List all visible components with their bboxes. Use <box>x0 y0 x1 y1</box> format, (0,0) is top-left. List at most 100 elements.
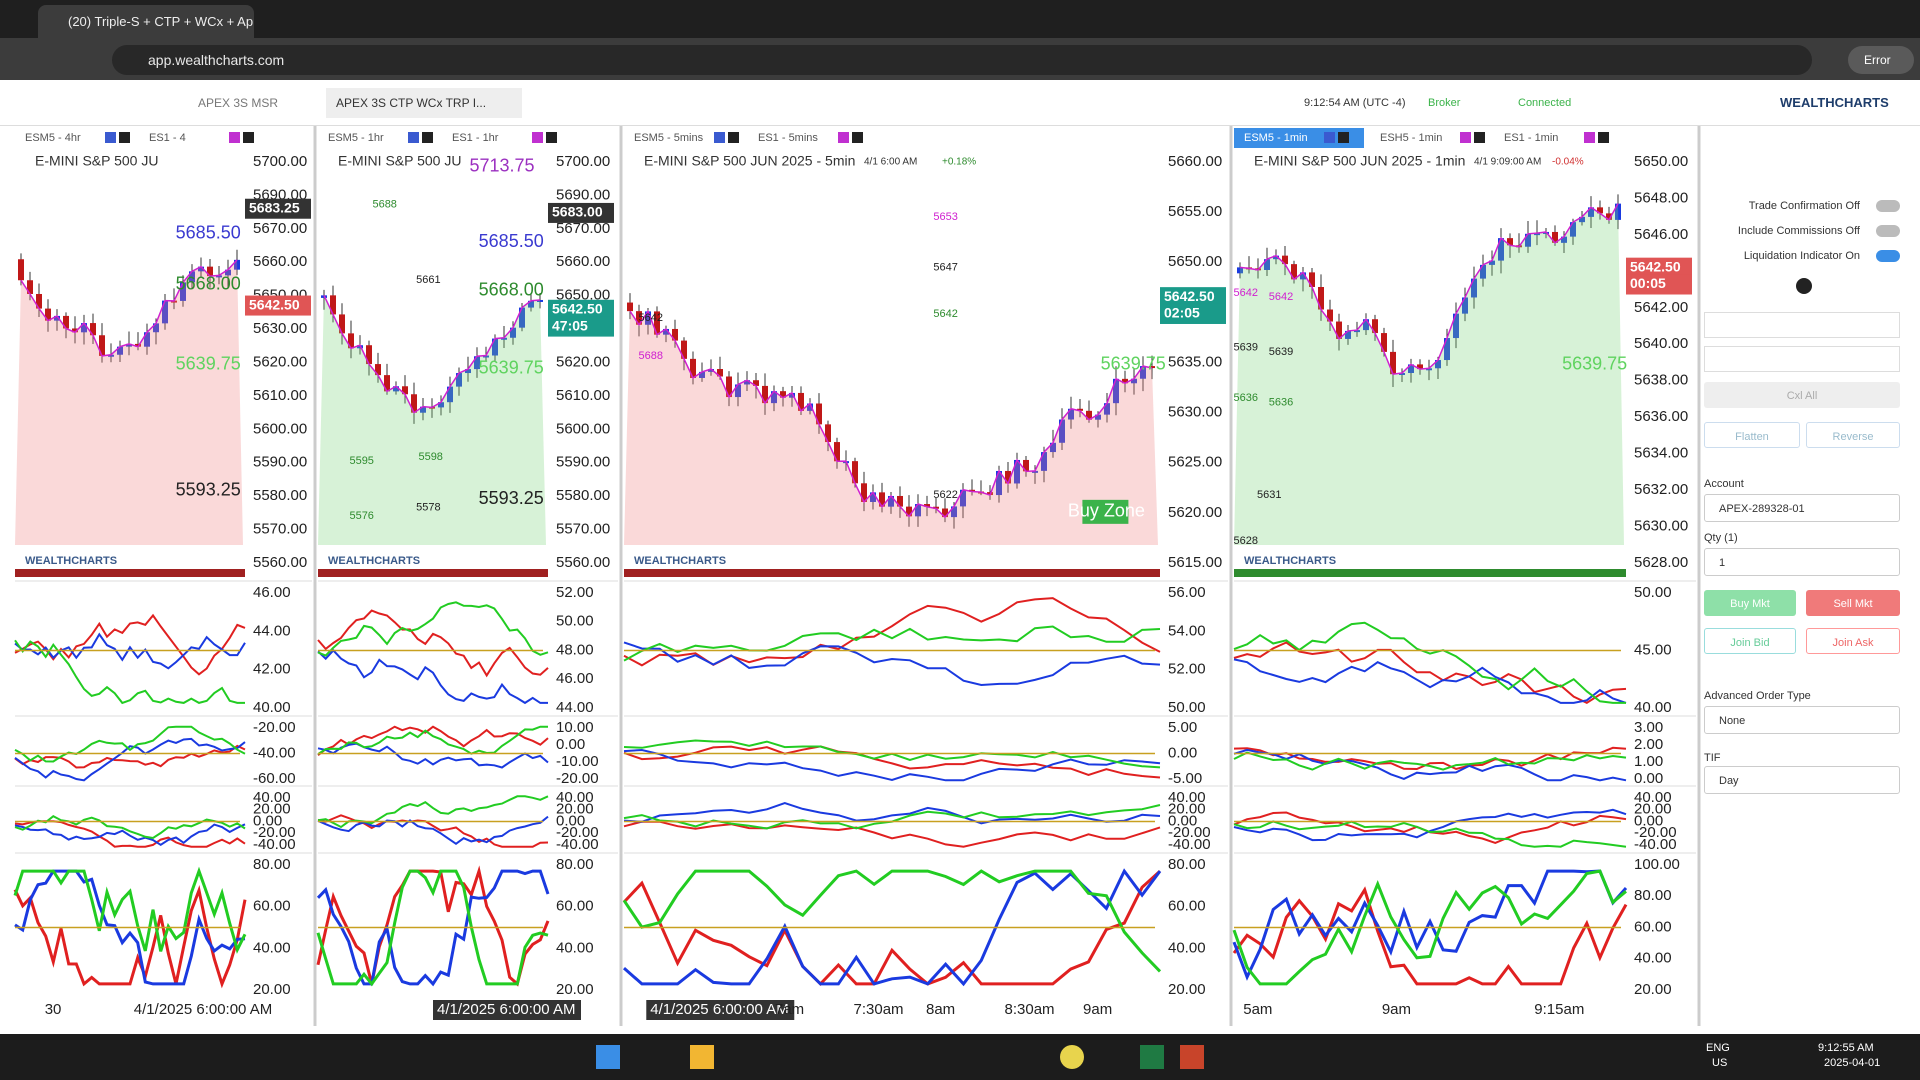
candle <box>1498 238 1504 261</box>
candle <box>1273 255 1279 260</box>
bar-time: 4/1 6:00 AM <box>864 157 917 168</box>
indicator-label: 20.00 <box>1634 981 1672 998</box>
candle <box>1444 338 1450 361</box>
indicator-label: -40.00 <box>1168 836 1211 853</box>
qty-input[interactable]: 1 <box>1704 548 1900 576</box>
price-label: 5648.00 <box>1634 189 1688 206</box>
price-label: 5660.00 <box>253 253 307 270</box>
indicator-label: -20.00 <box>253 719 296 736</box>
indicator-line <box>14 613 246 676</box>
cloud <box>624 311 1158 545</box>
sell-market-button[interactable]: Sell Mkt <box>1806 590 1900 616</box>
profile-status[interactable]: Error <box>1848 46 1914 74</box>
candle <box>933 506 939 509</box>
chart-title: E-MINI S&P 500 JU <box>35 153 158 169</box>
candle <box>897 495 903 507</box>
indicator-line <box>317 815 549 846</box>
time-label: 9am <box>1382 1001 1411 1018</box>
indicator-label: 40.00 <box>253 789 291 806</box>
price-label: 5610.00 <box>556 387 610 404</box>
account-select[interactable]: APEX-289328-01 <box>1704 494 1900 522</box>
tab-badge <box>229 132 240 143</box>
indicator-label: -20.00 <box>556 824 599 841</box>
price-field[interactable] <box>1704 346 1900 372</box>
app-icon[interactable] <box>1060 1045 1084 1069</box>
indicator-label: -5.00 <box>1168 770 1202 787</box>
price-label: 5580.00 <box>556 487 610 504</box>
price-label: 5640.00 <box>1634 335 1688 352</box>
chart-annotation: 5668.00 <box>176 273 241 293</box>
indicator-label: 80.00 <box>253 856 291 873</box>
buy-market-button[interactable]: Buy Mkt <box>1704 590 1796 616</box>
price-tag-label: 5642.50 <box>249 296 300 312</box>
candle <box>447 386 453 403</box>
price-axis <box>548 150 618 1000</box>
indicator-label: 80.00 <box>1168 856 1206 873</box>
symbol-tab: ESH5 - 1min <box>1380 132 1442 144</box>
indicator-label: 2.00 <box>1634 736 1663 753</box>
candle <box>771 391 777 404</box>
toggle[interactable] <box>1876 200 1900 212</box>
toggle[interactable] <box>1876 225 1900 237</box>
flatten-button[interactable]: Flatten <box>1704 422 1800 448</box>
candle <box>708 369 714 372</box>
clock: 9:12:54 AM (UTC -4) <box>1304 97 1406 109</box>
candle <box>699 371 705 378</box>
chart-annotation: 5642 <box>933 308 957 320</box>
browser-tab[interactable]: (20) Triple-S + CTP + WCx + Ap <box>38 5 254 38</box>
layout-tab[interactable]: APEX 3S CTP WCx TRP I... <box>326 88 522 118</box>
join-bid-button[interactable]: Join Bid <box>1704 628 1796 654</box>
candle <box>1597 207 1603 214</box>
indicator-label: 52.00 <box>556 584 594 601</box>
price-label: 5628.00 <box>1634 554 1688 571</box>
chart-annotation: 5639.75 <box>1562 353 1627 373</box>
indicator-label: 100.00 <box>1634 856 1680 873</box>
candle <box>90 323 96 336</box>
tray-date: 2025-04-01 <box>1824 1057 1881 1069</box>
app-icon[interactable] <box>1180 1045 1204 1069</box>
candle <box>465 369 471 374</box>
toggle[interactable] <box>1876 250 1900 262</box>
tab-badge <box>422 132 433 143</box>
time-label: 8am <box>926 1001 955 1018</box>
indicator-label: -40.00 <box>253 836 296 853</box>
tab-badge <box>546 132 557 143</box>
tab-badge <box>1474 132 1485 143</box>
reverse-button[interactable]: Reverse <box>1806 422 1900 448</box>
price-tag <box>1160 287 1226 308</box>
candle <box>1309 272 1315 288</box>
chart-annotation: 5685.50 <box>176 223 241 243</box>
chart-annotation: 5593.25 <box>176 480 241 500</box>
info-icon[interactable] <box>1796 278 1812 294</box>
start-icon[interactable] <box>596 1045 620 1069</box>
candle <box>411 394 417 413</box>
order-type-select[interactable]: None <box>1704 706 1900 734</box>
indicator-label: 40.00 <box>253 939 291 956</box>
candle <box>1318 287 1324 310</box>
indicator-line <box>1232 886 1628 986</box>
join-ask-button[interactable]: Join Ask <box>1806 628 1900 654</box>
price-label: 5690.00 <box>556 186 610 203</box>
url-field[interactable]: app.wealthcharts.com <box>112 45 1812 75</box>
app-icon[interactable] <box>690 1045 714 1069</box>
price-field[interactable] <box>1704 312 1900 338</box>
price-label: 5642.00 <box>1634 299 1688 316</box>
chart-annotation: 5578 <box>416 502 440 514</box>
chart-annotation: 5639 <box>1234 342 1258 354</box>
candle <box>744 380 750 385</box>
cancel-all-button[interactable]: Cxl All <box>1704 382 1900 408</box>
candle <box>1390 351 1396 375</box>
candle <box>1023 459 1029 472</box>
layout-tab[interactable]: APEX 3S MSR <box>198 96 279 110</box>
candle <box>1417 364 1423 370</box>
candle <box>798 392 804 411</box>
chart-annotation: 5668.00 <box>479 280 544 300</box>
chart-annotation: 5631 <box>1257 489 1281 501</box>
candle <box>501 337 507 340</box>
app-icon[interactable] <box>1140 1045 1164 1069</box>
tab-badge <box>532 132 543 143</box>
tif-select[interactable]: Day <box>1704 766 1900 794</box>
price-label: 5630.00 <box>1634 518 1688 535</box>
candle <box>870 492 876 502</box>
candle <box>180 282 186 301</box>
